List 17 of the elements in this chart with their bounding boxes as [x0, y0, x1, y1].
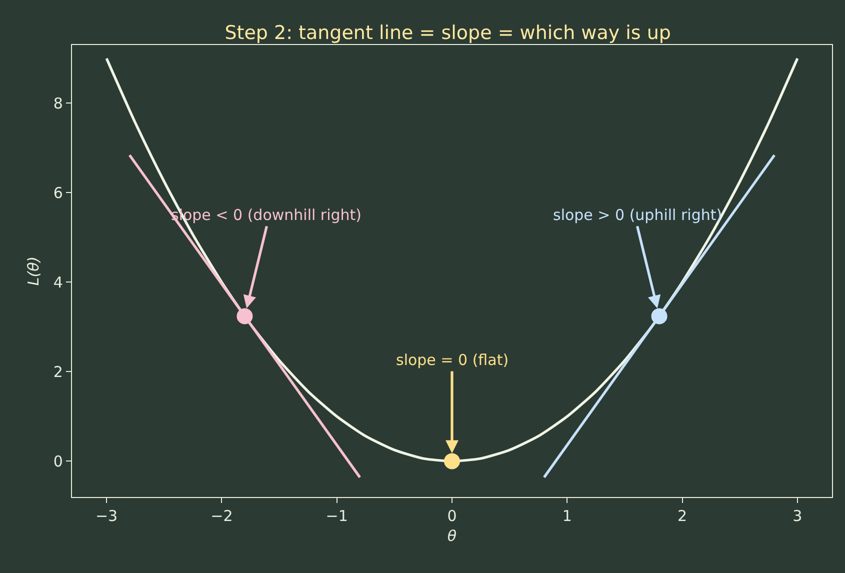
y-axis-title: L(θ) — [24, 256, 43, 286]
y-tick-label: 2 — [53, 362, 63, 381]
x-tick-label: −2 — [210, 507, 233, 526]
chart-title: Step 2: tangent line = slope = which way is up — [224, 22, 671, 44]
x-tick-label: 3 — [792, 507, 802, 526]
annotation: slope > 0 (uphill right) — [553, 206, 722, 224]
x-tick-label: 1 — [562, 507, 572, 526]
y-tick-label: 4 — [53, 273, 63, 292]
y-tick-label: 0 — [53, 452, 63, 470]
y-tick-label: 8 — [53, 94, 63, 112]
y-tick-label: 6 — [53, 184, 63, 202]
x-tick-label: −1 — [326, 507, 348, 526]
annotation: slope = 0 (flat) — [396, 351, 509, 369]
x-tick-label: 0 — [447, 507, 457, 526]
x-axis-title: θ — [447, 527, 457, 546]
x-tick-label: 2 — [678, 507, 688, 526]
x-tick-label: −3 — [95, 507, 118, 526]
